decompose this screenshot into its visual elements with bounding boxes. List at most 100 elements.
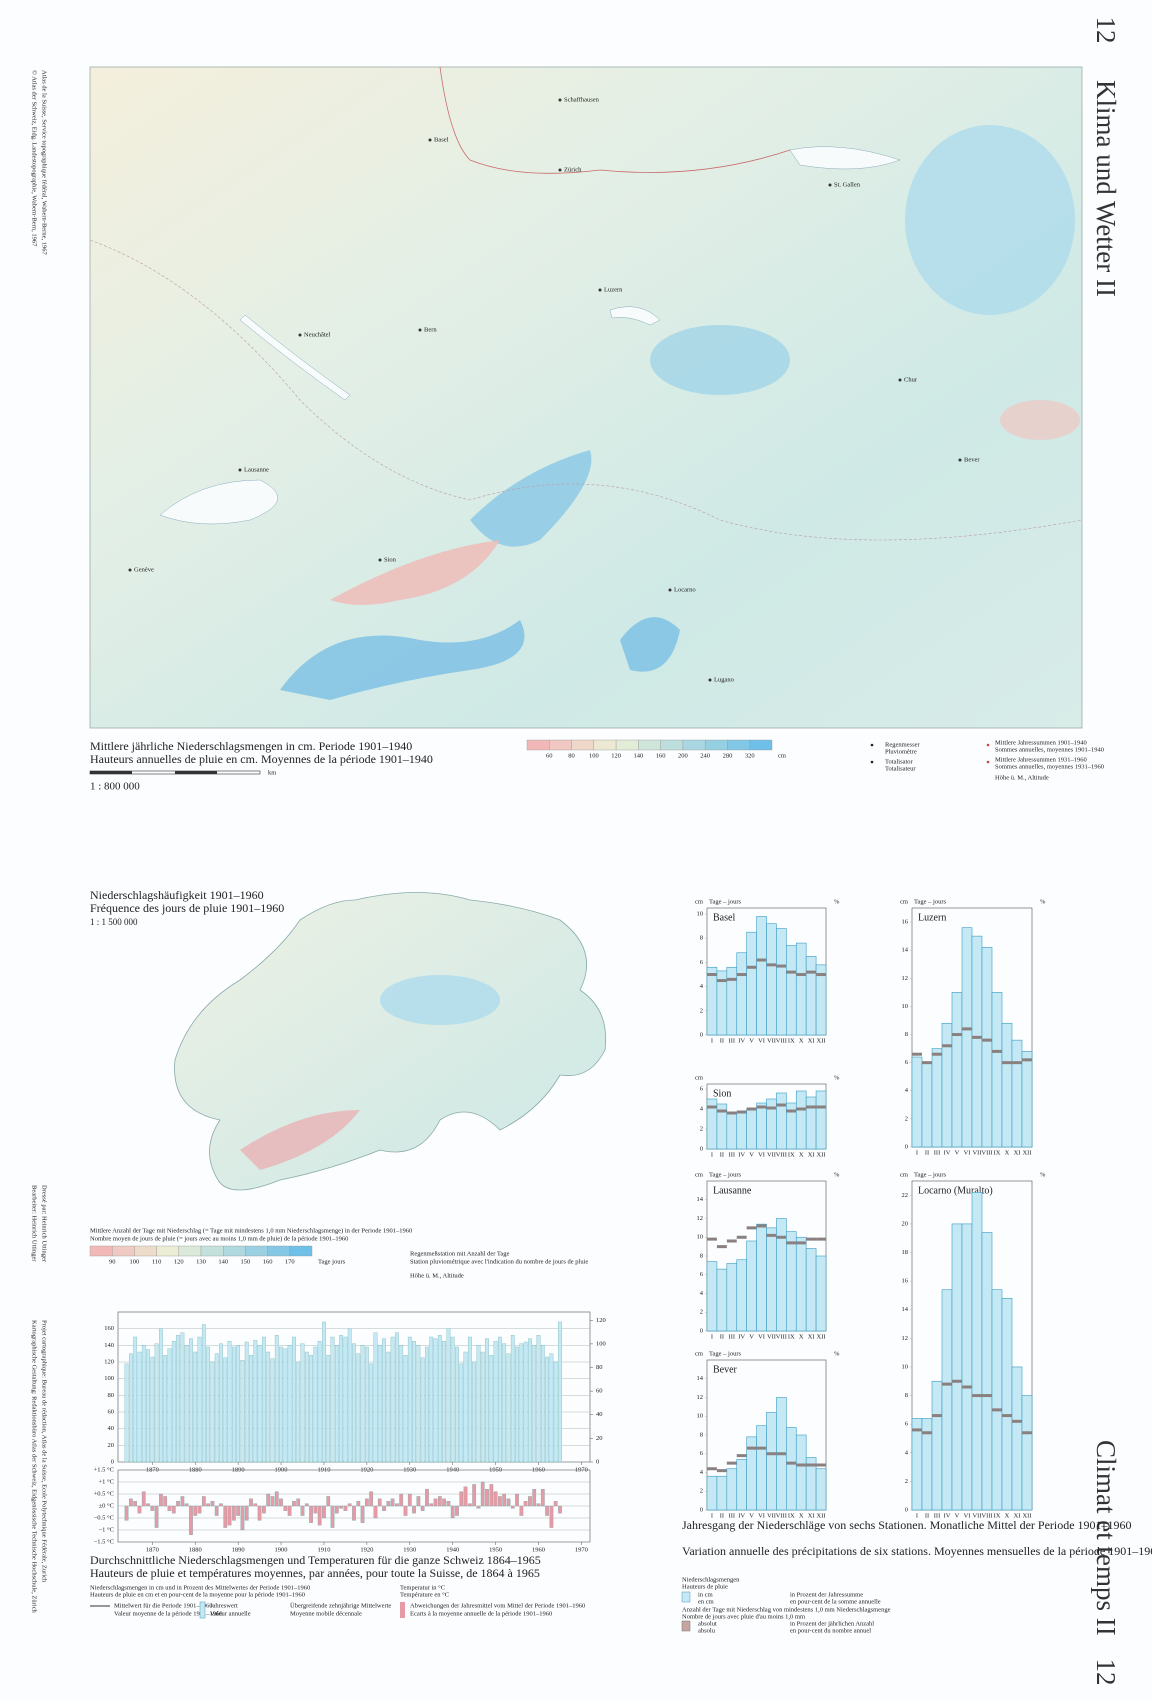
frequency-map-alps	[240, 1110, 360, 1170]
x-tick-label: IV	[944, 1149, 951, 1156]
y-tick-label: 4	[905, 1087, 909, 1094]
map-caption: Hauteurs annuelles de pluie en cm. Moyen…	[90, 752, 433, 766]
days-band	[776, 1452, 787, 1456]
days-band	[796, 1107, 807, 1111]
days-band	[922, 1431, 932, 1435]
y2-tick-label: 100	[596, 1340, 606, 1347]
bar	[515, 1346, 519, 1463]
legend-text: Hauteurs de pluie	[682, 1583, 728, 1590]
bar	[776, 928, 787, 1036]
bar	[330, 1336, 335, 1463]
days-band	[786, 1241, 797, 1245]
legend-label: 160	[263, 1258, 273, 1265]
legend-text: Höhe ü. M., Altitude	[995, 774, 1049, 781]
x-tick-label: I	[711, 1037, 713, 1044]
bar	[240, 1360, 245, 1463]
place-dot	[958, 458, 962, 462]
days-band	[716, 1245, 727, 1249]
bar	[257, 1345, 262, 1463]
unit-label: Tage – jours	[709, 1171, 742, 1178]
bar	[485, 1338, 489, 1463]
x-tick-label: X	[1005, 1149, 1010, 1156]
days-band	[816, 1237, 826, 1241]
station-name: Bever	[713, 1364, 738, 1375]
days-band	[1022, 1058, 1032, 1062]
bar	[716, 1268, 728, 1332]
place-dot	[128, 568, 132, 572]
y2-tick-label: 40	[596, 1411, 603, 1418]
bar	[450, 1336, 455, 1463]
days-band	[1002, 1414, 1012, 1418]
chart-caption: Jahresgang der Niederschläge von sechs S…	[682, 1518, 1132, 1532]
y-tick-label: 120	[104, 1358, 114, 1365]
y-tick-label: 14	[902, 947, 909, 954]
y-tick-label: 6	[700, 1450, 704, 1457]
bar	[1001, 1022, 1013, 1148]
days-band	[982, 1394, 992, 1398]
bar	[176, 1335, 180, 1463]
bar	[214, 1353, 219, 1463]
legend-text: Höhe ü. M., Altitude	[410, 1272, 464, 1279]
legend-text: Anzahl der Tage mit Niederschlag von min…	[682, 1606, 891, 1613]
bar	[467, 1336, 472, 1463]
unit-label: %	[834, 1074, 840, 1081]
bar	[300, 1505, 305, 1516]
bar	[129, 1498, 133, 1507]
legend-label: 100	[589, 752, 599, 759]
bar	[981, 1232, 993, 1511]
x-tick-label: XII	[817, 1333, 826, 1340]
y-tick-label: 18	[902, 1249, 909, 1256]
bar	[287, 1505, 292, 1516]
bar	[163, 1496, 168, 1507]
y2-tick-label: 60	[596, 1388, 603, 1395]
x-tick-label: V	[955, 1149, 960, 1156]
y-tick-label: 2	[905, 1115, 908, 1122]
bar	[756, 1425, 767, 1511]
bar	[236, 1345, 241, 1463]
bar	[403, 1355, 408, 1463]
bar	[214, 1505, 219, 1516]
legend-text: Niederschlagsmengen	[682, 1576, 740, 1583]
y-tick-label: −0.5 °C	[94, 1514, 114, 1521]
x-tick-label: VII	[767, 1512, 776, 1519]
bar	[425, 1489, 429, 1507]
bar	[981, 947, 993, 1148]
legend-swatch	[660, 739, 684, 751]
place-dot	[558, 168, 562, 172]
days-band	[746, 1446, 757, 1450]
bar	[249, 1355, 253, 1463]
y-tick-label: 16	[902, 919, 909, 926]
x-tick-label: V	[749, 1151, 754, 1158]
bar	[961, 1223, 973, 1511]
legend-text: Regenmeßstation mit Anzahl der Tage	[410, 1250, 510, 1257]
bar	[433, 1498, 438, 1507]
x-tick-label: XI	[808, 1151, 815, 1158]
legend-text: absolut	[698, 1620, 717, 1627]
x-tick-label: III	[729, 1512, 736, 1519]
legend-swatch	[681, 1620, 691, 1632]
bar	[412, 1505, 416, 1514]
main-map	[89, 66, 1083, 729]
bar	[334, 1505, 339, 1514]
bar	[167, 1505, 172, 1511]
bar	[463, 1351, 468, 1463]
x-tick-label: VI	[758, 1151, 765, 1158]
unit-label: cm	[695, 1171, 703, 1178]
days-band	[806, 1463, 817, 1467]
legend-text: Station pluviométrique avec l'indication…	[410, 1258, 588, 1265]
days-band	[932, 1414, 942, 1418]
place-name: Sion	[384, 556, 397, 563]
bar	[412, 1341, 416, 1463]
credit: Atlas de la Suisse, Service topographiqu…	[41, 70, 48, 255]
station-name: Lausanne	[713, 1185, 752, 1196]
bar	[266, 1351, 271, 1463]
bar	[240, 1505, 245, 1531]
x-tick-label: XI	[1014, 1512, 1021, 1519]
bar	[971, 935, 983, 1148]
station-name: Basel	[713, 912, 735, 923]
days-band	[932, 1052, 942, 1056]
bar	[506, 1353, 511, 1463]
bar	[476, 1505, 481, 1509]
days-band	[707, 1237, 717, 1241]
bar	[206, 1346, 210, 1463]
